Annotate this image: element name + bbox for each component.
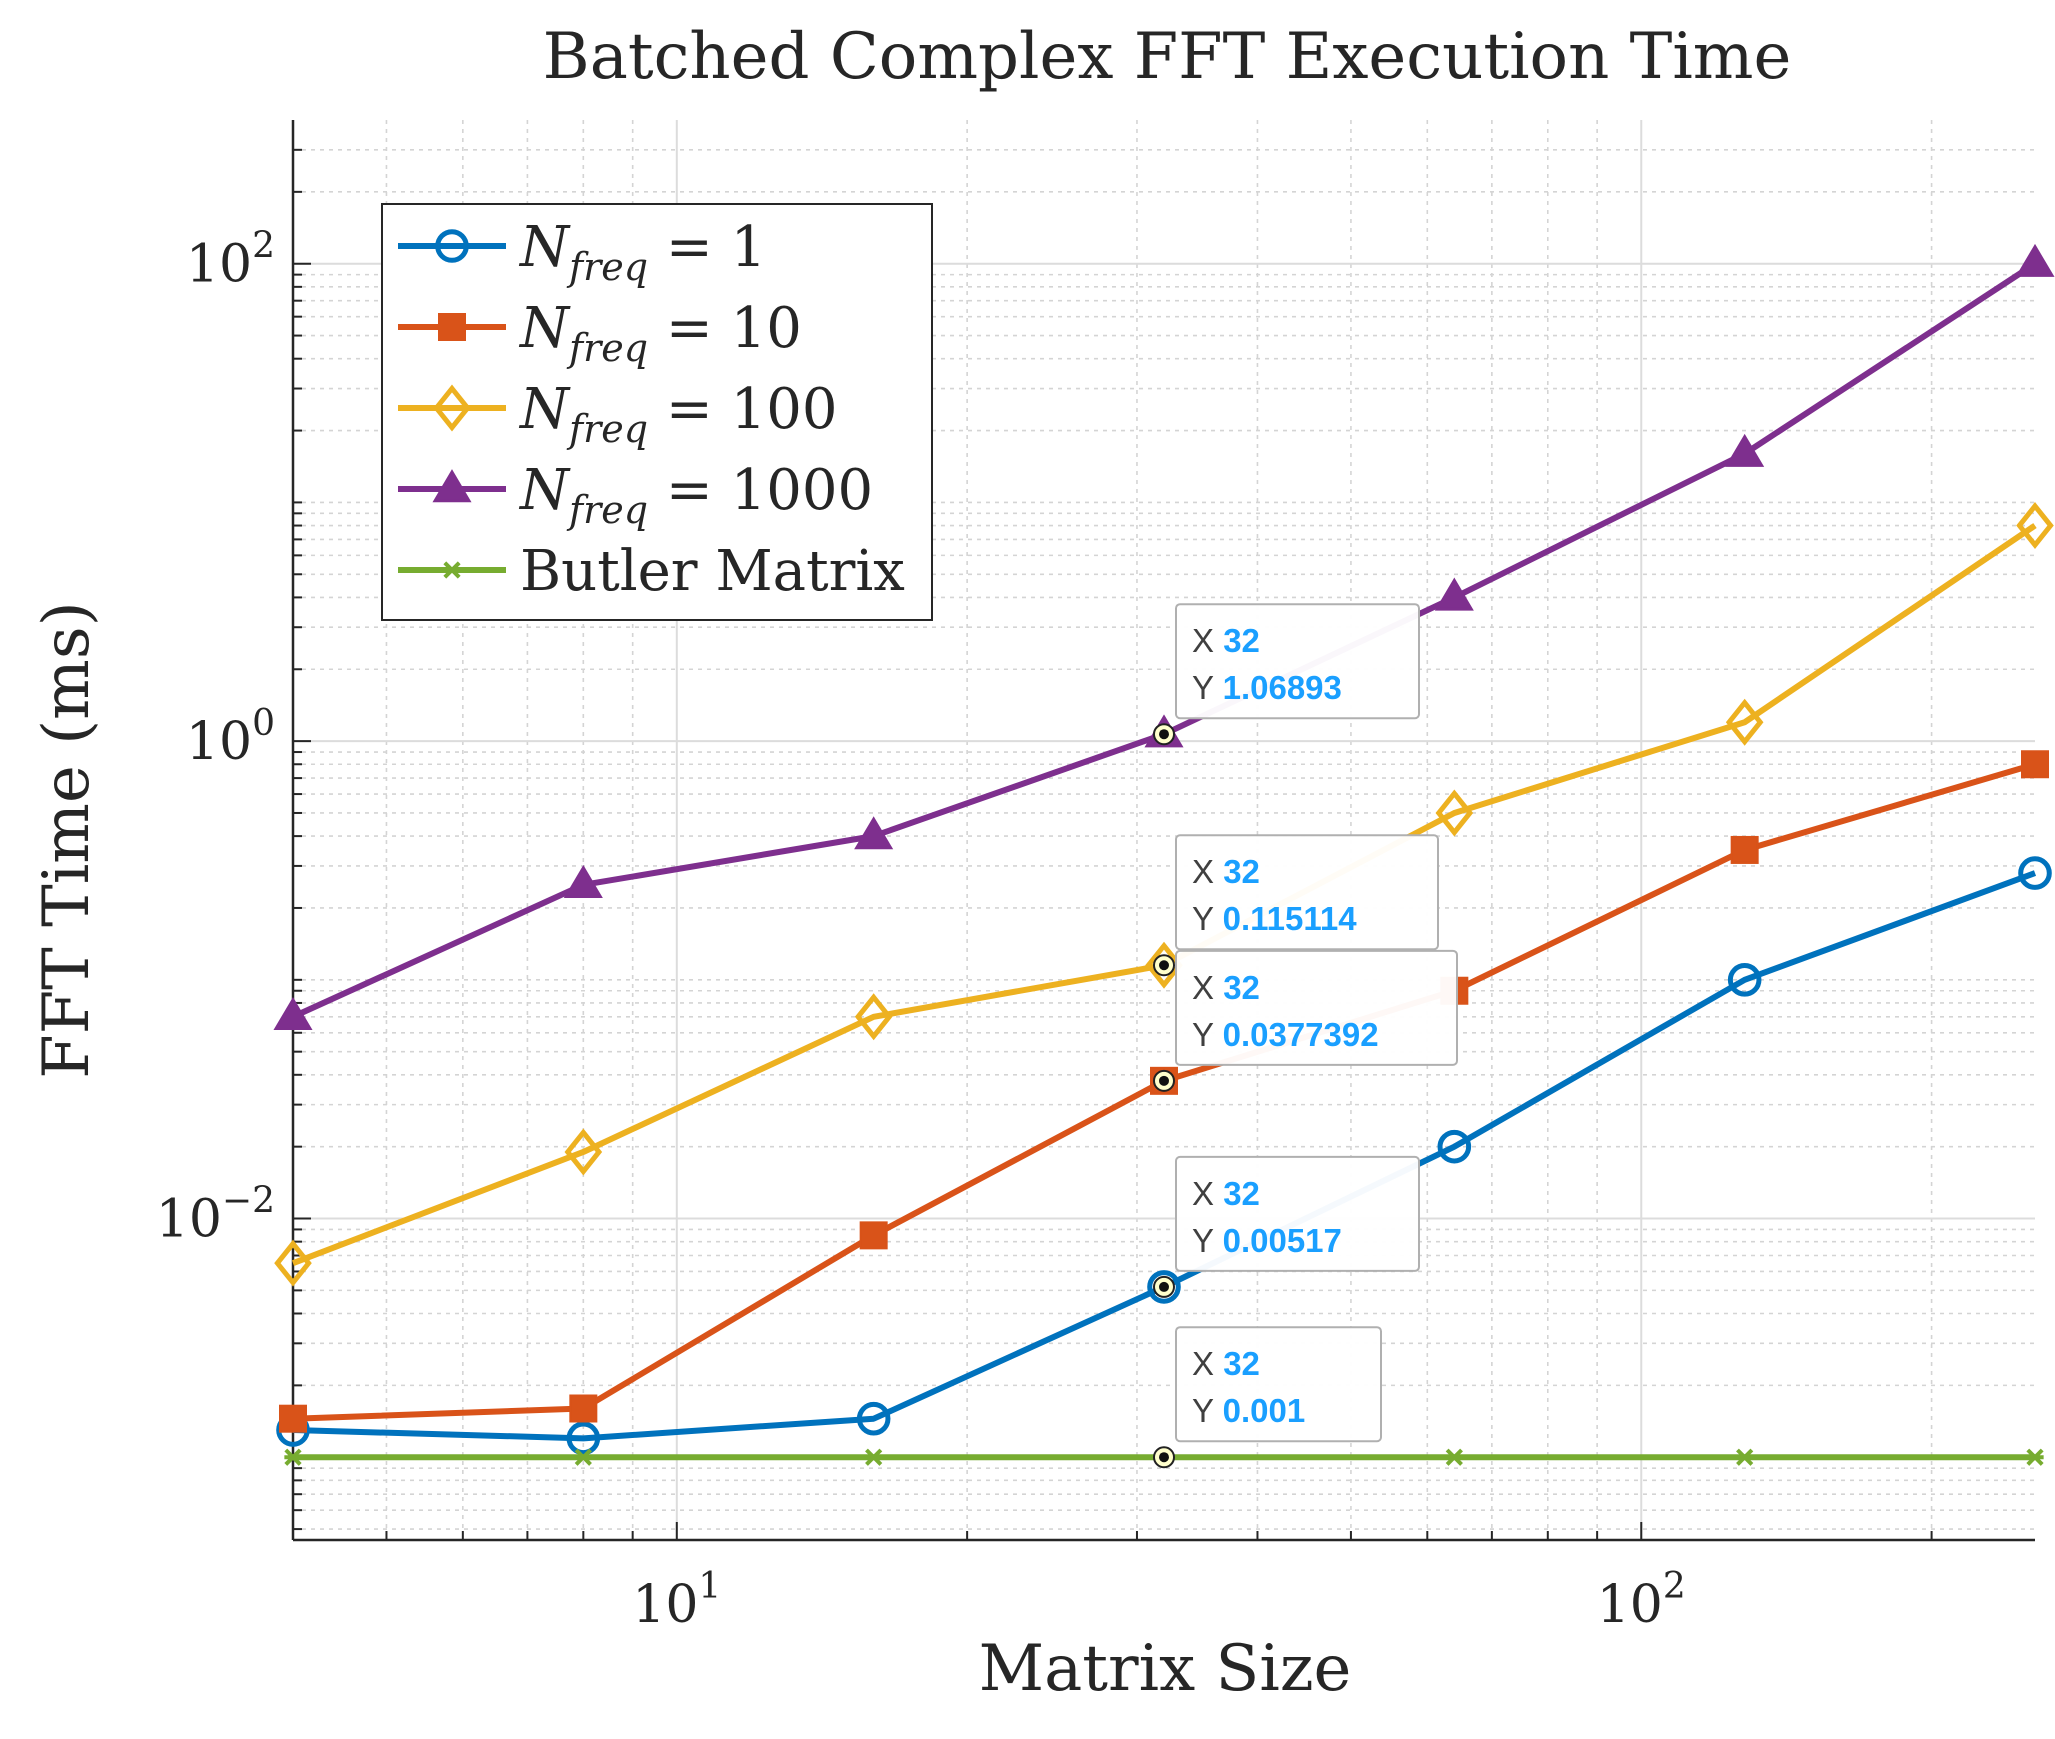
data-point-circle [435, 229, 469, 263]
y-tick-label: 100 [186, 703, 275, 772]
y-tick-label: 102 [186, 226, 275, 295]
data-point-asterisk [574, 1448, 592, 1466]
data-point-circle [2018, 856, 2052, 890]
data-point-diamond [1725, 698, 1764, 746]
datatip-anchor-dot [1159, 1075, 1169, 1086]
legend-label: Nfreq = 100 [518, 377, 837, 451]
chart-title: Batched Complex FFT Execution Time [543, 20, 1792, 94]
datatip-box [1175, 834, 1439, 951]
data-point-asterisk [865, 1448, 883, 1466]
data-point-triangle [1434, 577, 1474, 611]
data-point-circle [566, 1421, 601, 1456]
data-point-triangle [273, 996, 313, 1030]
data-point-asterisk [1736, 1448, 1754, 1466]
datatip-y-row: Y 0.00517 [1192, 1222, 1342, 1259]
datatip: X 32 Y 1.06893 [1153, 603, 1420, 746]
data-point-triangle [2015, 243, 2055, 277]
data-point-circle [856, 1401, 891, 1436]
datatip: X 32 Y 0.00517 [1153, 1155, 1420, 1298]
data-point-diamond [2016, 502, 2054, 550]
legend-item-5: Butler Matrix [398, 539, 905, 604]
legend-label: Butler Matrix [520, 539, 905, 604]
datatip-box [1175, 1155, 1420, 1272]
legend-item-2: Nfreq = 10 [398, 296, 802, 370]
data-point-square [438, 313, 466, 341]
datatip-x-row: X 32 [1192, 1175, 1260, 1212]
data-point-asterisk [443, 561, 461, 579]
legend-item-3: Nfreq = 100 [398, 377, 837, 451]
data-point-diamond [433, 384, 471, 432]
data-point-asterisk [284, 1448, 302, 1466]
legend-label: Nfreq = 10 [518, 296, 802, 370]
datatip-anchor-dot [1159, 1452, 1169, 1463]
y-tick-labels: 10−2 100 102 [156, 226, 275, 1250]
legend-item-4: Nfreq = 1000 [398, 458, 873, 532]
datatip-y-row: Y 0.115114 [1192, 900, 1357, 937]
datatip: X 32 Y 0.0377392 [1153, 949, 1458, 1092]
data-point-square [1730, 835, 1759, 864]
datatip: X 32 Y 0.115114 [1153, 834, 1439, 977]
datatip-box [1175, 603, 1420, 720]
data-point-diamond [1145, 941, 1183, 989]
legend-item-1: Nfreq = 1 [398, 215, 766, 289]
data-point-circle [1727, 963, 1762, 997]
datatip-box [1175, 949, 1458, 1066]
data-point-diamond [564, 1128, 603, 1176]
x-tick-label: 102 [1597, 1566, 1686, 1635]
datatip-x-row: X 32 [1192, 853, 1260, 890]
legend-box [381, 203, 933, 621]
datatip-anchor-dot [1159, 1281, 1169, 1292]
x-axis-label: Matrix Size [979, 1632, 1352, 1706]
datatip-anchor-dot [1159, 960, 1169, 971]
x-tick-label: 101 [632, 1566, 721, 1635]
data-point-diamond [274, 1239, 312, 1287]
x-tick-labels: 101 102 [632, 1566, 1686, 1635]
data-point-square [2021, 750, 2049, 779]
datatip-x-row: X 32 [1192, 1345, 1260, 1382]
data-point-diamond [854, 993, 893, 1041]
datatip-anchor-dot [1159, 729, 1169, 740]
datatip: X 32 Y 0.001 [1153, 1326, 1382, 1469]
data-point-square [859, 1221, 888, 1250]
datatip-x-row: X 32 [1192, 969, 1260, 1006]
data-point-square [279, 1404, 307, 1433]
datatip-y-row: Y 0.001 [1192, 1392, 1305, 1429]
data-point-asterisk [2026, 1448, 2044, 1466]
datatip-box [1175, 1326, 1382, 1443]
data-point-circle [1437, 1129, 1472, 1164]
data-point-triangle [563, 864, 603, 899]
y-axis-label: FFT Time (ms) [30, 601, 104, 1078]
datatips: X 32 Y 1.06893 X 32 Y 0.115114 X 32 Y 0.03773… [1153, 603, 1458, 1469]
datatip-x-row: X 32 [1192, 622, 1260, 659]
data-point-asterisk [1445, 1448, 1463, 1466]
data-point-triangle [432, 469, 472, 503]
data-point-diamond [1435, 789, 1474, 837]
y-tick-label: 10−2 [156, 1181, 275, 1250]
data-point-circle [1147, 1270, 1181, 1304]
legend-label: Nfreq = 1000 [518, 458, 873, 532]
axes [291, 120, 2035, 1542]
legend-label: Nfreq = 1 [518, 215, 766, 289]
data-point-triangle [854, 816, 894, 850]
datatip-y-row: Y 0.0377392 [1192, 1016, 1379, 1053]
datatip-y-row: Y 1.06893 [1192, 669, 1342, 706]
data-point-square [569, 1394, 598, 1423]
data-point-triangle [1725, 433, 1765, 467]
